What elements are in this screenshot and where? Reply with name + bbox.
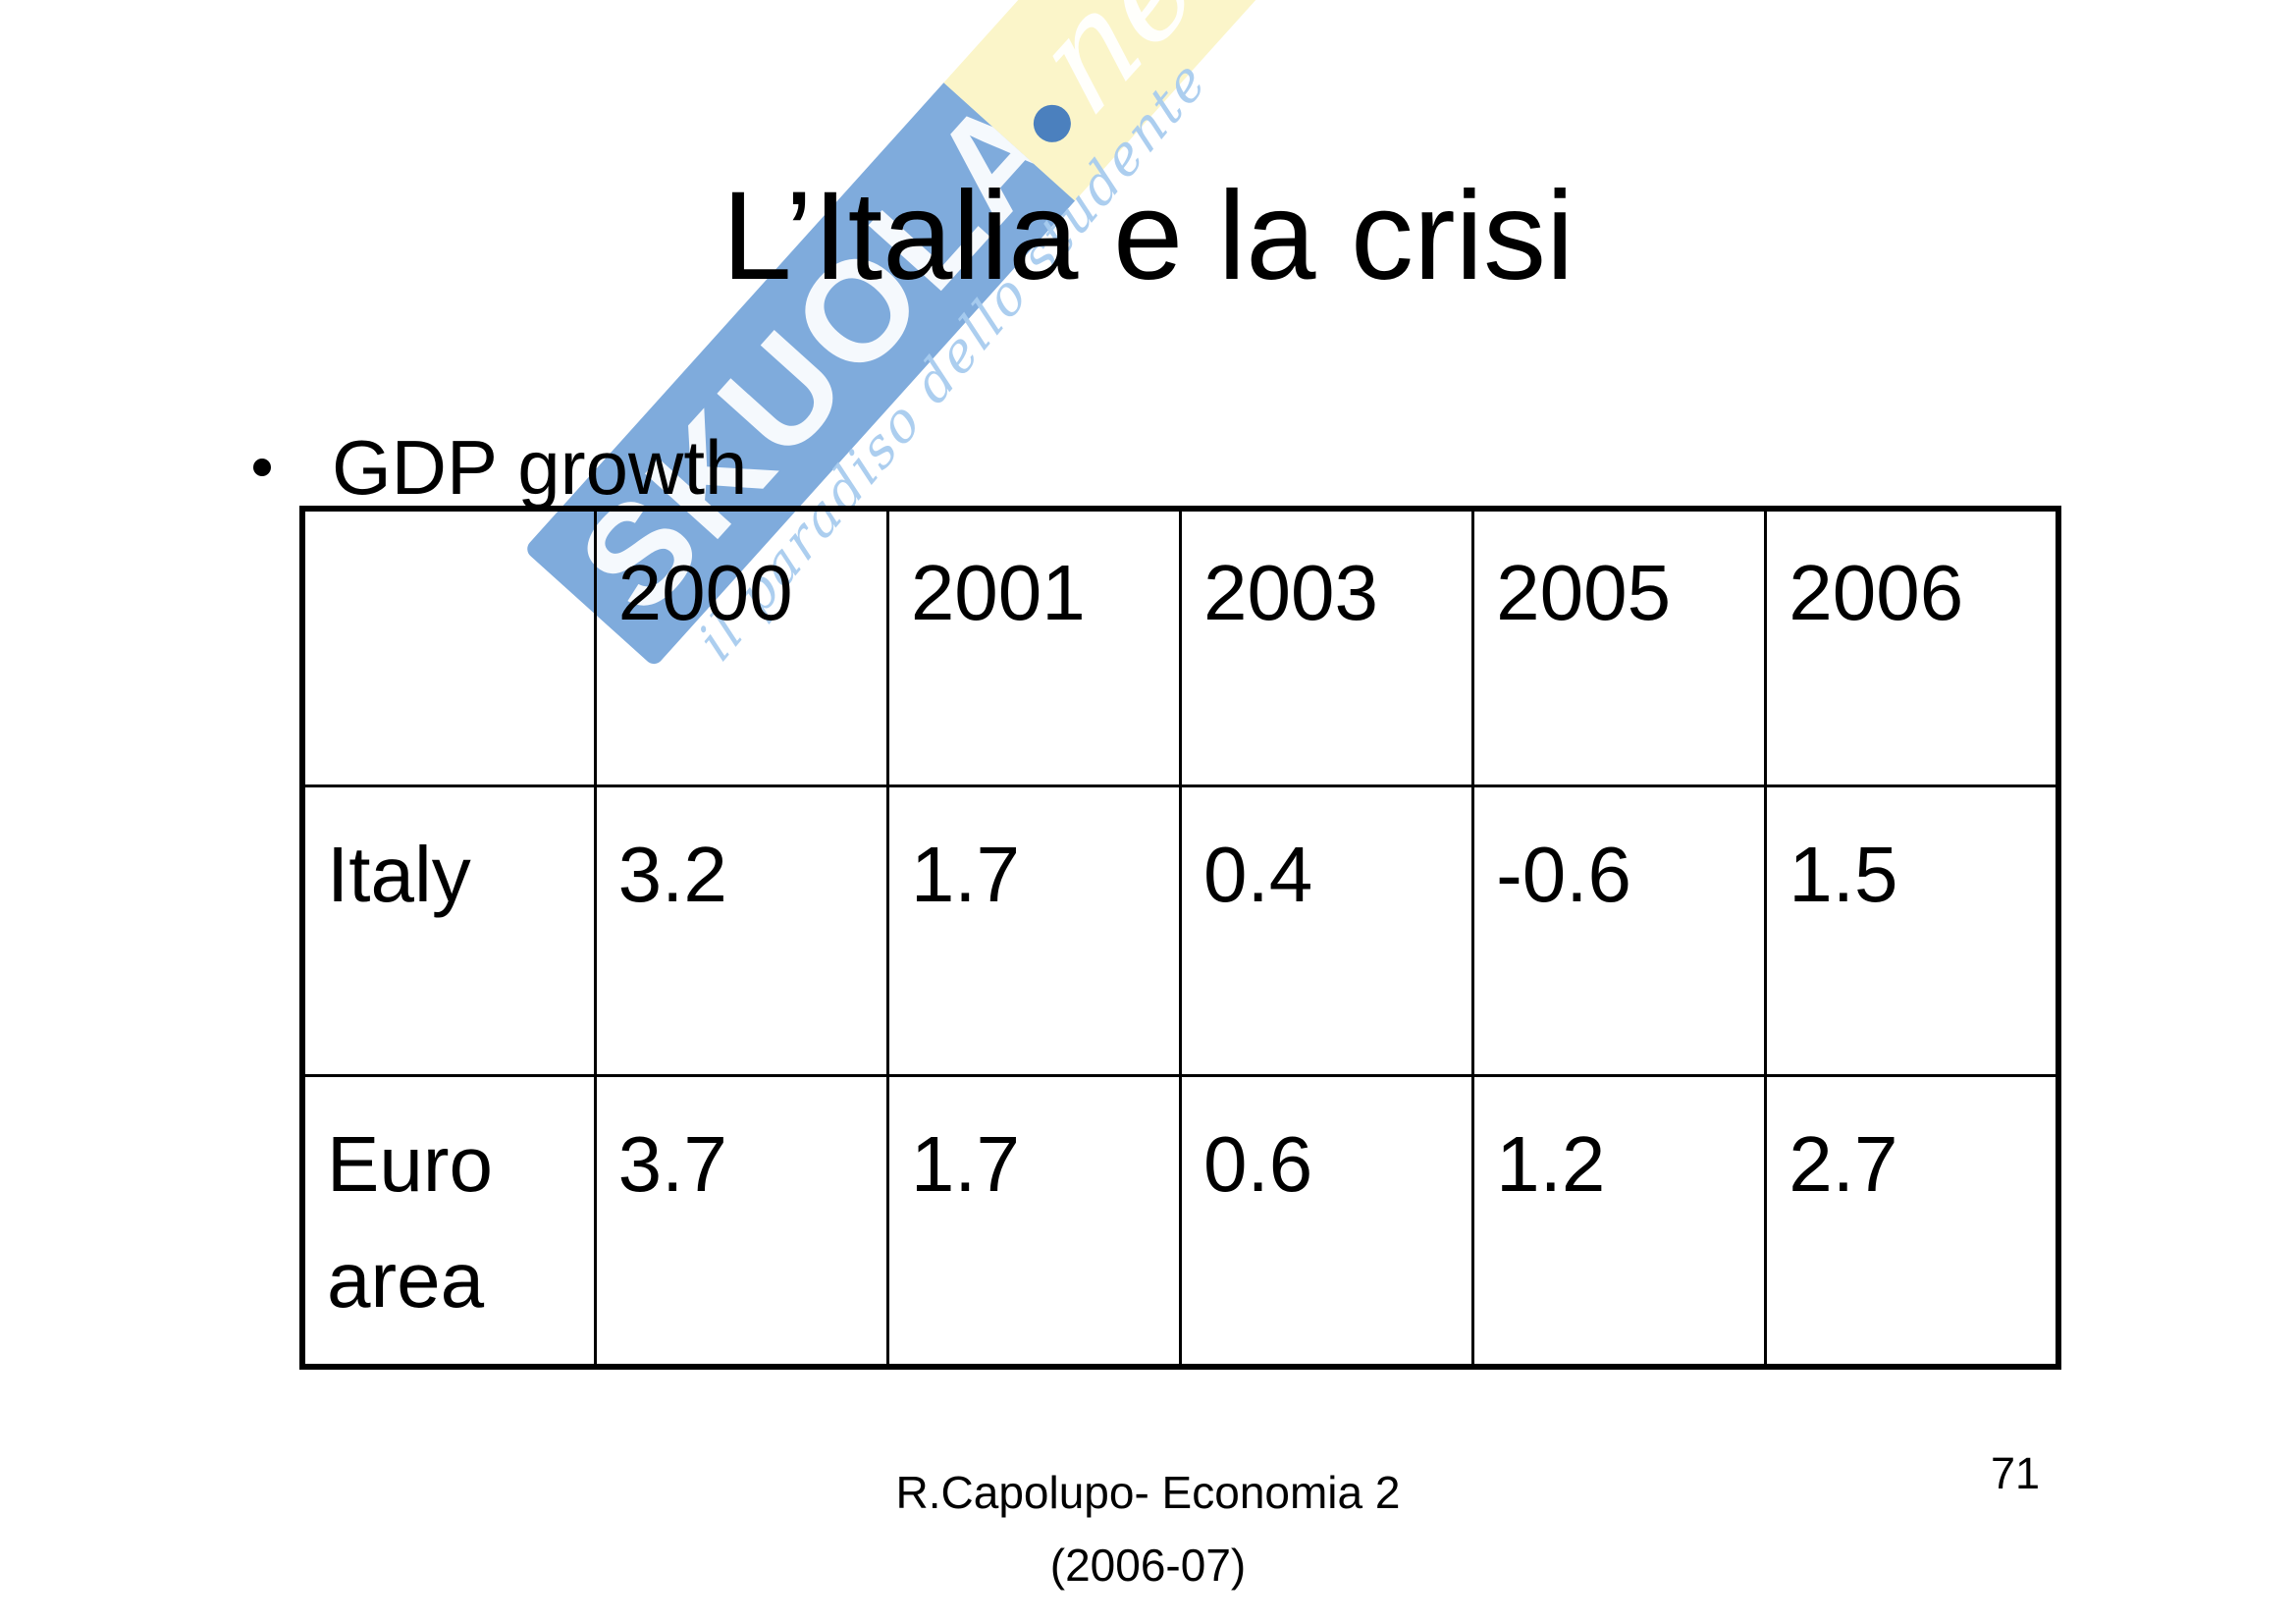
cell-euro-2001: 1.7 xyxy=(885,1074,1182,1369)
row-label-euro-area: Euro area xyxy=(300,1074,597,1369)
cell-italy-2000: 3.2 xyxy=(593,784,889,1077)
cell-euro-2006: 2.7 xyxy=(1764,1074,2060,1369)
watermark-dot-icon xyxy=(1026,96,1079,150)
slide-title: L’Italia e la crisi xyxy=(721,166,1575,306)
header-cell-empty xyxy=(300,507,597,787)
cell-italy-2005: -0.6 xyxy=(1471,784,1768,1077)
page-number: 71 xyxy=(1991,1448,2041,1498)
footer-text: R.Capolupo- Economia 2 (2006-07) xyxy=(0,1457,2296,1601)
bullet-dot-icon xyxy=(253,459,271,476)
table-row: Italy 3.2 1.7 0.4 -0.6 1.5 xyxy=(300,784,2060,1077)
header-cell-2000: 2000 xyxy=(593,507,889,787)
bullet-item: GDP growth xyxy=(253,429,747,506)
header-cell-2006: 2006 xyxy=(1764,507,2060,787)
cell-italy-2006: 1.5 xyxy=(1764,784,2060,1077)
header-cell-2001: 2001 xyxy=(885,507,1182,787)
cell-italy-2003: 0.4 xyxy=(1178,784,1475,1077)
table-header-row: 2000 2001 2003 2005 2006 xyxy=(300,507,2060,787)
row-label-italy: Italy xyxy=(300,784,597,1077)
cell-euro-2005: 1.2 xyxy=(1471,1074,1768,1369)
header-cell-2003: 2003 xyxy=(1178,507,1475,787)
bullet-text: GDP growth xyxy=(332,424,748,511)
cell-italy-2001: 1.7 xyxy=(885,784,1182,1077)
header-cell-2005: 2005 xyxy=(1471,507,1768,787)
footer-line1: R.Capolupo- Economia 2 xyxy=(895,1467,1401,1518)
cell-euro-2000: 3.7 xyxy=(593,1074,889,1369)
cell-euro-2003: 0.6 xyxy=(1178,1074,1475,1369)
gdp-table: 2000 2001 2003 2005 2006 Italy 3.2 1.7 0… xyxy=(299,506,2061,1370)
footer-line2: (2006-07) xyxy=(1049,1539,1247,1591)
table-row: Euro area 3.7 1.7 0.6 1.2 2.7 xyxy=(300,1074,2060,1369)
